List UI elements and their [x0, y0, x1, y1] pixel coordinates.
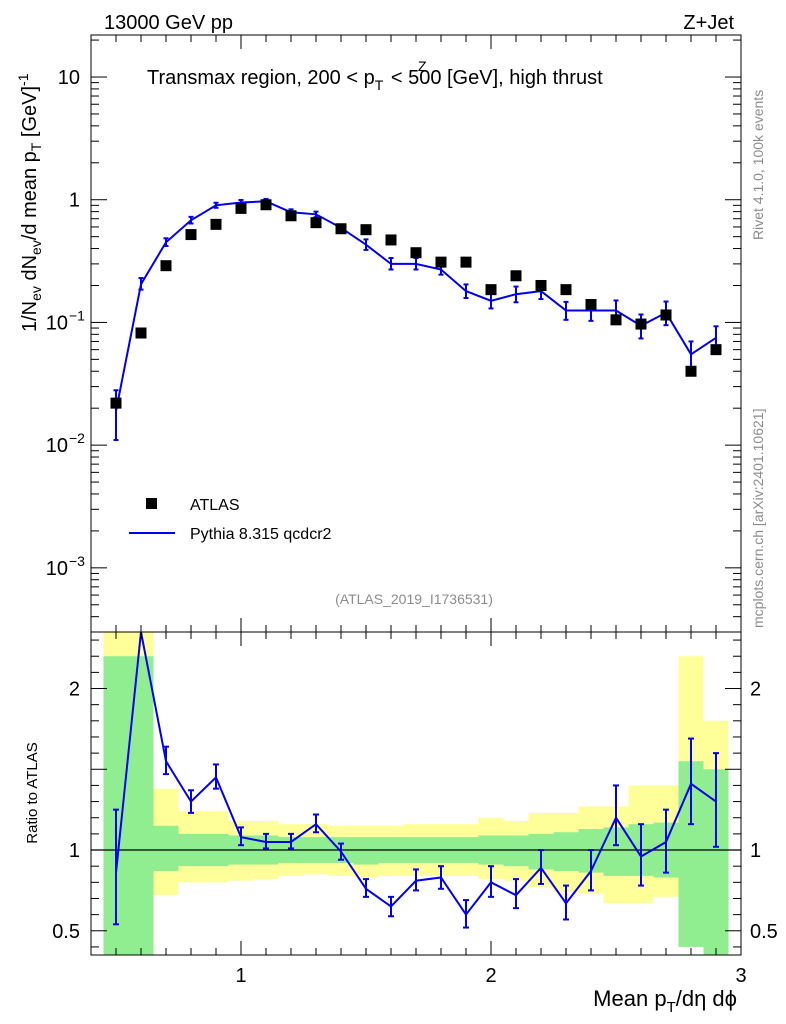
y-tick-label-exponent: −2: [69, 430, 85, 446]
ratio-y-tick-label: 0.5: [52, 921, 80, 943]
atlas-data-point: [185, 229, 197, 241]
ylabel-c: /d mean p: [19, 151, 41, 240]
main-panel-content: [110, 197, 722, 442]
atlas-data-point: [660, 309, 672, 321]
legend: ATLAS Pythia 8.315 qcdcr2: [129, 497, 332, 543]
ratio-y-tick-label-right: 0.5: [750, 921, 778, 943]
y-tick-label: 10: [46, 558, 68, 580]
atlas-data-point: [585, 298, 597, 310]
title-main: Transmax region, 200 < p: [147, 67, 375, 89]
ratio-y-tick-label: 1: [69, 840, 80, 862]
atlas-data-point: [210, 218, 222, 230]
ylabel-a-sub: ev: [28, 286, 44, 301]
x-axis-label: Mean pT/dη dϕ: [593, 986, 737, 1016]
y-tick-label-exponent: −1: [69, 307, 85, 323]
y-tick-label: 1: [69, 190, 80, 212]
legend-label-atlas: ATLAS: [190, 497, 240, 514]
y-tick-label-exponent: −3: [69, 553, 85, 569]
atlas-data-point: [460, 256, 472, 268]
ratio-y-tick-label: 2: [69, 679, 80, 701]
y-tick-label: 10: [58, 67, 80, 89]
atlas-data-point: [435, 256, 447, 268]
atlas-data-point: [635, 318, 647, 330]
atlas-data-point: [285, 210, 297, 222]
atlas-data-point: [510, 270, 522, 282]
ratio-y-tick-label-right: 1: [750, 840, 761, 862]
main-y-axis-label: 1/Nev dNev/d mean pT [GeV]-1: [15, 73, 44, 332]
atlas-data-point: [560, 284, 572, 296]
ratio-y-tick-label-right: 2: [750, 679, 761, 701]
ratio-band-inner: [128, 656, 154, 955]
header-right: Z+Jet: [683, 12, 734, 34]
ylabel-d: [GeV]: [19, 86, 41, 143]
atlas-data-point: [160, 260, 172, 272]
x-tick-label: 3: [735, 965, 746, 987]
xlabel-a-sub: T: [667, 999, 676, 1016]
ylabel-a: 1/N: [19, 301, 41, 332]
atlas-data-point: [710, 344, 722, 356]
ratio-band-inner: [503, 835, 529, 867]
title-superscript: Z: [418, 58, 427, 74]
atlas-data-point: [135, 327, 147, 339]
rivet-version-label: Rivet 4.1.0, 100k events: [750, 90, 766, 240]
legend-marker-atlas: [146, 498, 157, 509]
ratio-band-inner: [353, 837, 379, 865]
ylabel-b-sub: ev: [28, 240, 44, 255]
ylabel-c-sub: T: [28, 142, 44, 151]
mcplots-label: mcplots.cern.ch [arXiv:2401.10621]: [750, 409, 766, 628]
atlas-data-point: [310, 217, 322, 229]
atlas-data-point: [260, 199, 272, 211]
x-tick-label: 2: [485, 965, 496, 987]
ratio-y-axis-label: Ratio to ATLAS: [24, 742, 41, 843]
atlas-data-point: [385, 234, 397, 246]
atlas-data-point: [535, 279, 547, 291]
x-tick-label: 1: [235, 965, 246, 987]
atlas-data-point: [235, 202, 247, 214]
header-left: 13000 GeV pp: [104, 12, 233, 34]
ratio-band-inner: [153, 825, 179, 872]
ratio-panel-content: [91, 631, 741, 955]
main-plot-title: Transmax region, 200 < pT < 500 [GeV], h…: [147, 67, 603, 93]
atlas-data-point: [610, 314, 622, 326]
xlabel-b: /dη dϕ: [676, 986, 737, 1011]
atlas-data-point: [360, 224, 372, 236]
ylabel-d-sup: -1: [15, 73, 31, 86]
ylabel-b: dN: [19, 255, 41, 286]
atlas-data-point: [335, 223, 347, 235]
y-tick-label: 10: [46, 435, 68, 457]
atlas-data-point: [410, 247, 422, 259]
y-tick-label: 10: [46, 312, 68, 334]
xlabel-a: Mean p: [593, 986, 666, 1011]
legend-label-pythia: Pythia 8.315 qcdcr2: [190, 526, 332, 543]
analysis-watermark: (ATLAS_2019_I1736531): [335, 591, 493, 607]
title-tail: < 500 [GeV], high thrust: [385, 67, 603, 89]
title-sub: T: [375, 77, 384, 93]
ratio-band-inner: [553, 832, 579, 872]
atlas-data-point: [485, 284, 497, 296]
atlas-data-point: [685, 365, 697, 377]
ratio-panel-axes: 1 2 3 2 2 1 1 0.5 0.5: [52, 632, 778, 987]
atlas-data-point: [110, 397, 122, 409]
